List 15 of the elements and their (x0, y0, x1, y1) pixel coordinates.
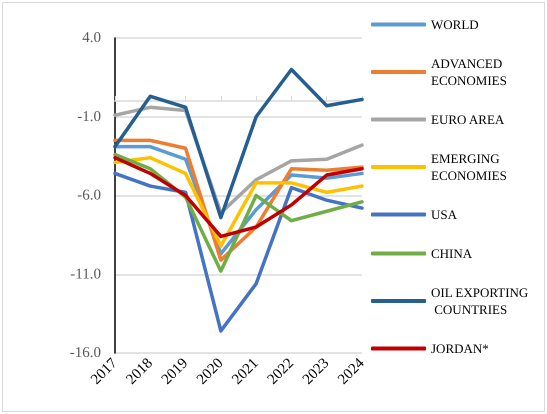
legend-label: EMERGING ECONOMIES (431, 151, 507, 183)
legend-label: USA (431, 207, 458, 222)
legend-label: WORLD (431, 17, 479, 32)
legend-label: OIL EXPORTING COUNTRIES (431, 285, 528, 317)
x-tick-label: 2021 (229, 355, 262, 388)
y-tick-label: -11.0 (70, 266, 101, 282)
y-tick-label: -16.0 (70, 345, 101, 361)
legend-label: JORDAN* (431, 341, 489, 356)
y-tick-label: -6.0 (77, 188, 101, 204)
y-tick-label: -1.0 (77, 108, 101, 125)
legend-label: CHINA (431, 246, 473, 261)
line-series (113, 68, 364, 220)
legend-label: ADVANCED ECONOMIES (431, 56, 507, 88)
legend-label: EURO AREA (431, 112, 505, 127)
y-tick-label: 4.0 (82, 30, 101, 46)
